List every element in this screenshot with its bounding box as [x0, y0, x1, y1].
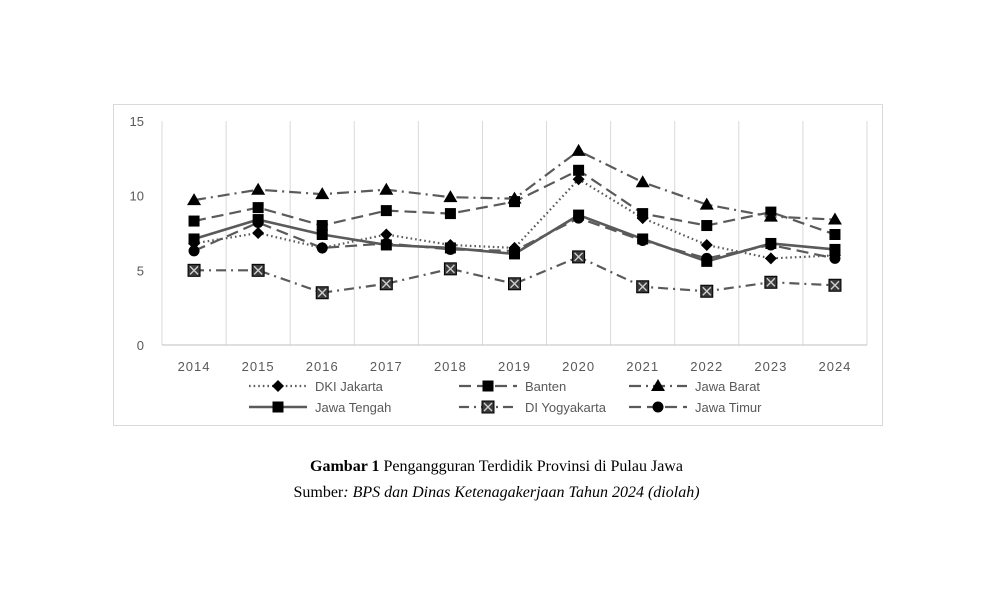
- legend-label: Banten: [525, 379, 566, 394]
- data-point: [637, 234, 649, 246]
- data-point: [828, 278, 842, 292]
- data-point: [765, 239, 777, 251]
- legend-label: DI Yogyakarta: [525, 400, 607, 415]
- data-point: [316, 220, 328, 232]
- legend-marker: [482, 380, 494, 392]
- data-point: [316, 228, 328, 240]
- figure-title: Pengangguran Terdidik Provinsi di Pulau …: [379, 458, 683, 475]
- data-point: [701, 252, 713, 264]
- series-line: [194, 255, 836, 294]
- data-point: [572, 250, 586, 264]
- data-point: [636, 280, 650, 294]
- data-point: [252, 227, 265, 239]
- chart-frame: 0 5 10 15 2014 2015 2016 2017 2018 2019 2020 2021 20…: [113, 104, 883, 426]
- line-chart: 0 5 10 15 2014 2015 2016 2017 2018 2019 2020 2021 20…: [130, 114, 868, 415]
- figure-source: Sumber: BPS dan Dinas Ketenagakerjaan Ta…: [0, 484, 993, 502]
- data-point: [507, 191, 522, 204]
- x-tick-label: 2019: [498, 359, 531, 374]
- x-tick-label: 2014: [178, 359, 211, 374]
- series-line: [193, 177, 836, 260]
- data-point: [827, 212, 842, 225]
- data-point: [252, 202, 264, 214]
- legend-marker: [272, 401, 284, 413]
- data-point: [764, 275, 778, 289]
- data-point: [188, 245, 200, 257]
- data-point: [509, 245, 520, 257]
- x-tick-label: 2020: [562, 359, 595, 374]
- data-point: [829, 243, 841, 255]
- data-point: [701, 220, 713, 232]
- legend-label: Jawa Timur: [695, 400, 762, 415]
- data-point: [443, 262, 457, 276]
- data-point: [316, 242, 328, 254]
- x-tick-label: 2017: [370, 359, 403, 374]
- data-point: [315, 187, 330, 200]
- data-point: [635, 175, 650, 188]
- data-point: [379, 277, 393, 291]
- data-point: [571, 143, 586, 156]
- data-point: [380, 228, 393, 241]
- y-tick-label: 15: [130, 114, 144, 129]
- data-point: [379, 182, 394, 195]
- y-tick-label: 0: [137, 338, 144, 353]
- x-tick-label: 2018: [434, 359, 467, 374]
- data-point: [380, 205, 392, 217]
- x-tick-label: 2024: [818, 359, 851, 374]
- legend-marker: [651, 379, 665, 391]
- data-point: [444, 208, 456, 220]
- x-tick-label: 2016: [306, 359, 339, 374]
- data-point: [763, 209, 778, 222]
- data-point: [187, 263, 201, 277]
- x-tick-label: 2015: [242, 359, 275, 374]
- data-point: [637, 208, 649, 220]
- x-tick-label: 2022: [690, 359, 723, 374]
- source-text: : BPS dan Dinas Ketenagakerjaan Tahun 20…: [343, 484, 700, 501]
- data-point: [380, 237, 392, 249]
- source-prefix: Sumber: [293, 484, 344, 501]
- data-point: [700, 284, 714, 298]
- x-tick-label: 2023: [754, 359, 787, 374]
- data-point: [188, 233, 200, 245]
- legend-marker: [272, 380, 284, 392]
- y-tick-label: 10: [130, 189, 144, 204]
- data-point: [572, 173, 585, 186]
- legend-marker: [652, 401, 664, 413]
- data-point: [764, 252, 777, 265]
- legend-label: Jawa Tengah: [315, 400, 391, 415]
- data-point: [699, 197, 714, 210]
- data-point: [252, 217, 264, 229]
- data-point: [315, 286, 329, 300]
- y-tick-label: 5: [137, 263, 144, 278]
- data-point: [573, 212, 585, 224]
- data-point: [508, 277, 521, 291]
- figure-caption: Gambar 1 Pengangguran Terdidik Provinsi …: [0, 458, 993, 476]
- data-point: [187, 193, 202, 206]
- data-point: [188, 215, 200, 227]
- data-point: [829, 228, 841, 240]
- legend-label: Jawa Barat: [695, 379, 760, 394]
- data-point: [443, 190, 458, 203]
- data-point: [573, 164, 585, 176]
- x-tick-label: 2021: [626, 359, 659, 374]
- data-point: [251, 263, 265, 277]
- figure-label: Gambar 1: [310, 458, 380, 475]
- data-point: [829, 252, 841, 264]
- data-point: [700, 238, 713, 251]
- legend-marker: [481, 400, 495, 414]
- data-point: [444, 243, 456, 255]
- legend-label: DKI Jakarta: [315, 379, 384, 394]
- data-point: [251, 182, 266, 195]
